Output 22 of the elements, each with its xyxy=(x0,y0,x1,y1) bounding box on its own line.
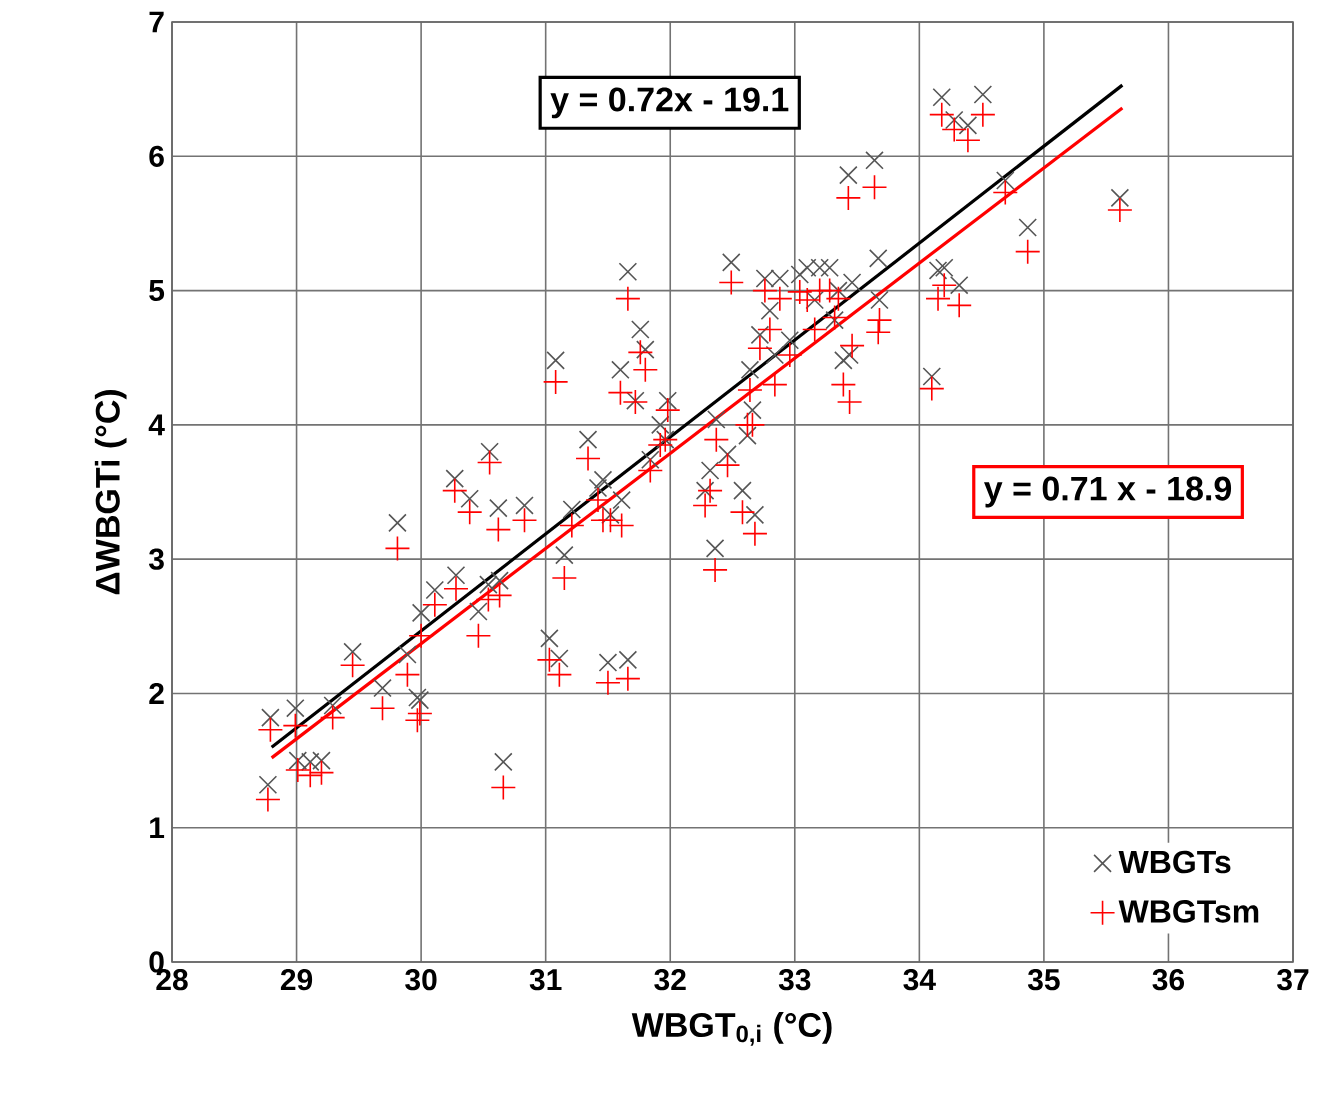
y-tick-label: 7 xyxy=(149,11,164,33)
x-tick-label: 32 xyxy=(654,969,686,991)
x-tick-label: 30 xyxy=(405,969,437,991)
y-tick-label: 5 xyxy=(149,280,165,302)
annotation: y = 0.71 x - 18.9 xyxy=(984,476,1232,508)
y-tick-label: 4 xyxy=(148,414,165,436)
x-tick-label: 33 xyxy=(778,969,811,991)
y-axis-title: ΔWBGTi (°C) xyxy=(94,390,127,595)
x-tick-label: 29 xyxy=(280,969,313,991)
legend-label: WBGTsm xyxy=(1118,900,1259,923)
x-tick-label: 37 xyxy=(1277,969,1309,991)
x-tick-label: 31 xyxy=(529,969,562,991)
x-tick-label: 34 xyxy=(903,969,936,991)
x-axis-title: WBGT$_{0,i}$ (°C) xyxy=(631,1012,832,1046)
x-tick-label: 35 xyxy=(1027,969,1060,991)
y-tick-label: 6 xyxy=(149,145,164,167)
y-tick-label: 1 xyxy=(150,817,165,839)
annotation: y = 0.72x - 19.1 xyxy=(550,87,789,119)
y-tick-label: 3 xyxy=(148,548,164,570)
y-tick-label: 2 xyxy=(149,682,164,704)
legend-label: WBGTs xyxy=(1118,850,1231,874)
x-tick-label: 36 xyxy=(1152,969,1185,991)
